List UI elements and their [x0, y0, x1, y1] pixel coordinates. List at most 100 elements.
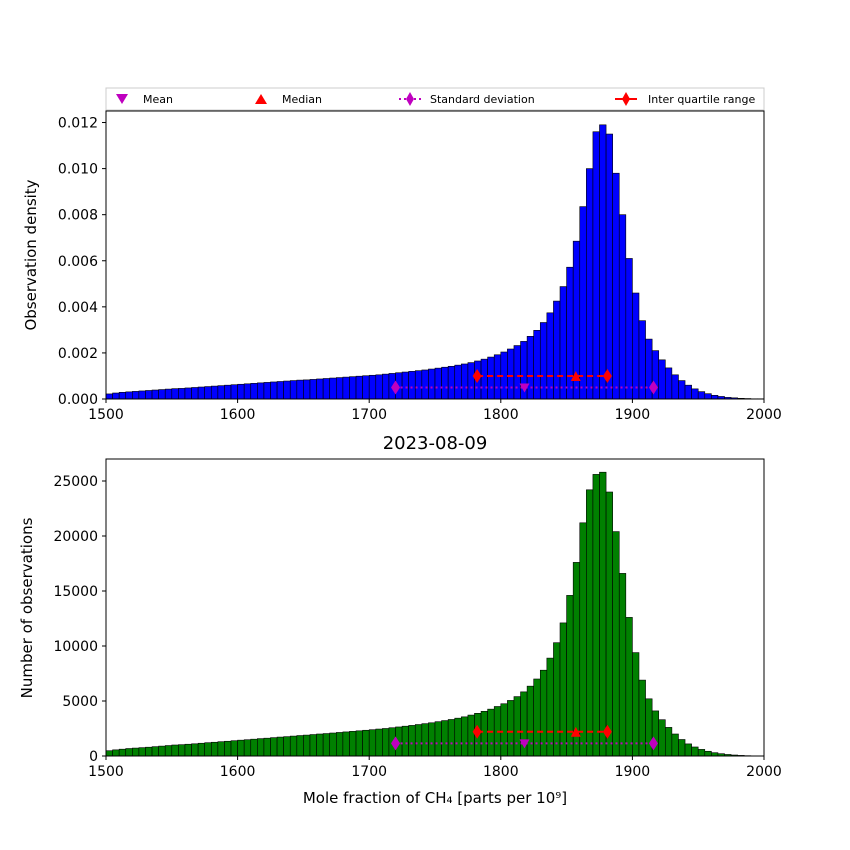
histogram-bar: [428, 368, 436, 400]
histogram-bar: [605, 133, 613, 400]
x-tick-label: 1600: [220, 764, 256, 780]
histogram-bar: [171, 744, 179, 757]
count-y-axis-label: Number of observations: [18, 517, 36, 698]
histogram-bar: [349, 731, 357, 757]
histogram-bar: [237, 739, 245, 757]
histogram-bar: [276, 736, 284, 757]
histogram-bar: [671, 733, 679, 757]
histogram-bar: [612, 172, 620, 400]
median-marker: [570, 726, 581, 737]
histogram-bar: [559, 286, 567, 400]
histogram-bar: [704, 750, 712, 757]
legend-label-std: Standard deviation: [430, 93, 535, 106]
histogram-bar: [230, 740, 238, 757]
density-bars: [105, 124, 765, 400]
histogram-bar: [579, 522, 587, 757]
histogram-bar: [579, 206, 587, 400]
legend-item-median: Median: [255, 93, 322, 106]
histogram-bar: [224, 384, 232, 400]
histogram-bar: [191, 743, 199, 757]
histogram-bar: [408, 725, 416, 757]
triangle-down-icon: [116, 94, 128, 104]
histogram-bar: [210, 385, 219, 400]
count-chart-title: 2023-08-09: [383, 433, 488, 454]
y-tick-label: 25000: [53, 474, 98, 490]
density-x-ticks: 1500 1600 1700 1800 1900 2000: [88, 399, 782, 423]
count-x-ticks: 1500 1600 1700 1800 1900 2000: [88, 756, 782, 780]
histogram-bar: [599, 124, 607, 400]
count-y-ticks: 0 5000 10000 15000 20000 25000: [53, 474, 106, 765]
histogram-bar: [434, 721, 442, 757]
histogram-bar: [454, 364, 462, 400]
histogram-bar: [342, 376, 350, 400]
histogram-bar: [513, 345, 521, 400]
histogram-bar: [342, 731, 350, 757]
histogram-bar: [414, 724, 423, 757]
histogram-bar: [461, 716, 469, 757]
histogram-bar: [184, 387, 192, 400]
histogram-bar: [638, 679, 646, 757]
histogram-bar: [355, 375, 363, 400]
histogram-bar: [368, 729, 377, 757]
y-tick-label: 20000: [53, 529, 98, 545]
y-tick-label: 5000: [62, 694, 98, 710]
histogram-bar: [441, 720, 449, 757]
histogram-bar: [197, 742, 205, 757]
histogram-bar: [112, 749, 120, 757]
x-tick-label: 1500: [88, 407, 124, 423]
histogram-bar: [289, 380, 298, 400]
histogram-bar: [138, 747, 146, 757]
histogram-bar: [434, 367, 442, 400]
legend: Mean Median Standard deviation Inter qua…: [105, 87, 765, 111]
histogram-bar: [270, 381, 278, 400]
y-tick-label: 0: [89, 749, 98, 765]
legend-item-std: Standard deviation: [399, 92, 535, 106]
histogram-bar: [283, 736, 291, 757]
histogram-bar: [296, 379, 304, 400]
histogram-bar: [322, 733, 331, 757]
histogram-bar: [467, 714, 475, 757]
iqr-high-marker: [602, 724, 612, 739]
histogram-bar: [164, 388, 173, 400]
histogram-bar: [191, 387, 199, 400]
histogram-bar: [572, 562, 581, 757]
histogram-bar: [612, 531, 620, 757]
histogram-bar: [184, 743, 192, 757]
histogram-bar: [684, 743, 692, 757]
histogram-bar: [513, 696, 521, 757]
histogram-bar: [118, 748, 127, 757]
histogram-bar: [599, 471, 607, 757]
histogram-bar: [210, 741, 219, 757]
std-dev-high-marker: [648, 736, 658, 751]
histogram-bar: [263, 737, 271, 757]
histogram-bar: [533, 678, 541, 757]
histogram-bar: [507, 700, 515, 757]
histogram-bar: [125, 391, 133, 400]
histogram-bar: [132, 391, 140, 400]
histogram-bar: [586, 168, 594, 400]
histogram-bar: [691, 388, 699, 400]
histogram-bar: [421, 369, 429, 400]
histogram-bar: [329, 732, 337, 757]
y-tick-label: 0.006: [58, 254, 98, 270]
histogram-bar: [283, 380, 291, 400]
histogram-bar: [105, 750, 113, 757]
histogram-bar: [118, 392, 127, 400]
histogram-bar: [204, 386, 212, 400]
histogram-bar: [263, 382, 271, 400]
std-dev-low-marker: [391, 736, 401, 751]
histogram-bar: [684, 384, 692, 400]
legend-item-iqr: Inter quartile range: [615, 92, 755, 106]
histogram-bar: [447, 365, 456, 400]
histogram-bar: [553, 300, 561, 400]
histogram-bar: [250, 383, 258, 400]
histogram-bar: [178, 388, 186, 400]
histogram-bar: [441, 366, 449, 400]
histogram-bar: [382, 728, 390, 757]
histogram-bar: [618, 573, 627, 757]
count-stat-markers: [391, 724, 658, 751]
legend-item-mean: Mean: [116, 93, 173, 106]
histogram-bar: [197, 386, 205, 400]
histogram-bar: [362, 375, 370, 400]
iqr-high-marker: [602, 368, 612, 383]
